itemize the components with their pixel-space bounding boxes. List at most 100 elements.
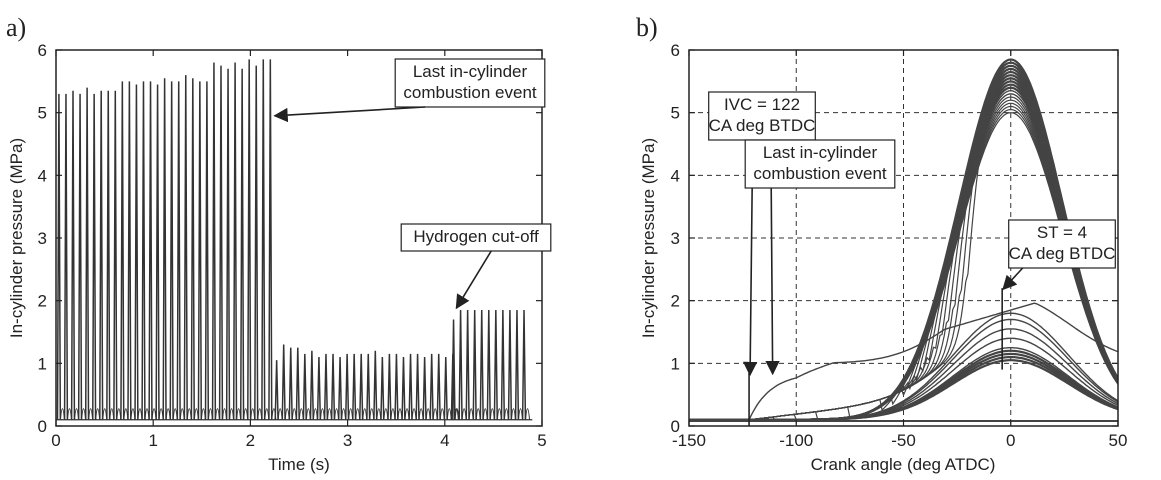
panel-a-firing-peak: [148, 81, 153, 420]
panel-a-annotation-hydrogen-cutoff-text: Hydrogen cut-off: [413, 227, 539, 246]
panel-a-firing-peak: [232, 62, 238, 420]
panel-a-firing-peak: [127, 81, 132, 420]
panel-a-ticks: 0 1 2 3 4 5 0 1 2 3 4 5 6: [38, 41, 547, 450]
panel-a-annotations: Last in-cylinder combustion event Hydrogen…: [273, 58, 552, 310]
panel-a-y-axis-label: In-cylinder pressure (MPa): [7, 138, 26, 338]
panel-a-firing-peak: [183, 75, 188, 420]
panel-a-y-tick-label: 2: [38, 292, 47, 311]
panel-b-annotation-last-event-text: Last in-cylinder: [763, 143, 878, 162]
panel-b-annotation-ivc-text: CA deg BTDC: [709, 116, 816, 135]
panel-a-motoring-peak: [352, 353, 357, 420]
panel-b-arrow-last-event: [765, 187, 780, 376]
panel-b-x-tick-label: -150: [672, 431, 706, 450]
panel-a-motoring-peak: [380, 357, 385, 420]
panel-a-motoring-peak-gas-exchange: [291, 408, 297, 420]
panel-b-y-tick-label: 1: [671, 354, 680, 373]
panel-a-firing-peak: [106, 90, 111, 420]
panel-a-series: [56, 59, 533, 421]
panel-b-x-tick-label: -100: [779, 431, 813, 450]
panel-a-cutoff-peak: [465, 310, 470, 420]
panel-a-y-tick-label: 1: [38, 354, 47, 373]
panel-b-y-tick-label: 2: [671, 292, 680, 311]
panel-a-motoring-peak-gas-exchange: [284, 408, 290, 420]
panel-a-y-tick-label: 4: [38, 166, 47, 185]
panel-a-firing-peak: [141, 81, 146, 420]
panel-b-transition-curve: [731, 77, 1118, 421]
panel-b-x-tick-label: -50: [891, 431, 916, 450]
panel-b-y-tick-label: 5: [671, 104, 680, 123]
panel-a-motoring-peak: [436, 353, 441, 420]
panel-a-firing-peak: [162, 78, 167, 420]
panel-a-firing-peak: [218, 65, 224, 420]
panel-a-motoring-peak: [288, 347, 293, 420]
panel-b-annotation-ivc-text: IVC = 122: [724, 95, 800, 114]
panel-a-motoring-peak-gas-exchange: [376, 408, 382, 420]
panel-a-motoring-peak-gas-exchange: [298, 408, 304, 420]
panel-b-ticks: -150 -100 -50 0 50 0 1 2 3 4 5 6: [671, 41, 1128, 450]
panel-b-arrow-st: [1002, 267, 1024, 291]
panel-a-motoring-peak-gas-exchange: [348, 408, 354, 420]
panel-a-motoring-peak-gas-exchange: [319, 408, 325, 420]
panel-a-motoring-peak-gas-exchange: [362, 408, 368, 420]
panel-a-firing-peak: [254, 65, 259, 420]
panel-a-firing-peak: [169, 81, 174, 420]
panel-a-firing-peak: [120, 81, 125, 420]
panel-b-firing-curve: [689, 58, 1118, 421]
panel-a-cutoff-peak: [486, 310, 491, 420]
panel-a-motoring-peak-gas-exchange: [326, 408, 332, 420]
panel-a-motoring-peak-gas-exchange: [305, 408, 311, 420]
panel-a-firing-peak: [211, 62, 217, 420]
panel-b: b) -150 -100 -50 0 50 0 1 2 3 4 5 6 Crank angle (de…: [636, 13, 1127, 474]
panel-a-motoring-peak: [281, 344, 286, 420]
panel-b-annotation-st-box: [1008, 219, 1116, 269]
panel-a-x-tick-label: 3: [343, 431, 352, 450]
panel-a-cutoff-peak: [507, 310, 513, 420]
panel-a-annotation-last-event-box: [394, 58, 546, 108]
panel-a-motoring-peak: [408, 353, 413, 420]
panel-b-x-tick-label: 50: [1109, 431, 1128, 450]
panel-a-motoring-peak: [309, 350, 315, 420]
panel-a-motoring-peak-gas-exchange: [425, 408, 431, 420]
panel-a-y-tick-label: 0: [38, 417, 47, 436]
panel-a-motoring-peak-gas-exchange: [341, 408, 347, 420]
panel-a-motoring-peak-gas-exchange: [411, 408, 417, 420]
panel-a-firing-peak: [247, 59, 252, 420]
panel-a-firing-peak: [268, 59, 273, 420]
panel-a-cutoff-peak: [500, 310, 506, 420]
panel-a-annotation-last-event-text: combustion event: [403, 83, 537, 102]
panel-a-motoring-peak-gas-exchange: [439, 408, 445, 420]
panel-a-motoring-peak: [415, 353, 420, 420]
panel-a-firing-peak: [113, 90, 118, 420]
panel-a-letter: a): [6, 13, 26, 42]
panel-a-motoring-peak: [401, 357, 406, 420]
panel-a-motoring-peak-gas-exchange: [277, 408, 283, 420]
panel-a-y-tick-label: 5: [38, 104, 47, 123]
panel-a-cutoff-peak: [514, 310, 520, 420]
panel-a-firing-peak: [56, 93, 62, 420]
panel-a-motoring-peak: [295, 347, 300, 420]
panel-a-firing-peak: [239, 68, 245, 420]
panel-a-cutoff-peak: [493, 310, 498, 420]
panel-a-firing-peak: [84, 87, 90, 420]
panel-a-firing-peak: [92, 93, 97, 420]
panel-b-x-axis-label: Crank angle (deg ATDC): [811, 455, 996, 474]
panel-a-motoring-peak-gas-exchange: [355, 408, 361, 420]
panel-b-annotation-last-event-box: [744, 139, 896, 189]
panel-a-motoring-peak: [387, 353, 392, 420]
panel-a-firing-peak: [155, 84, 160, 420]
panel-a-motoring-peak: [337, 357, 343, 420]
panel-a-motoring-peak: [373, 350, 378, 420]
panel-a-motoring-peak: [359, 353, 364, 420]
panel-b-y-tick-label: 4: [671, 166, 680, 185]
panel-a-motoring-peak: [323, 353, 329, 420]
panel-a-firing-peak: [190, 78, 195, 420]
panel-b-annotation-st-text: CA deg BTDC: [1009, 244, 1116, 263]
panel-a: a) 0 1 2 3 4 5 0 1 2 3 4 5 6 Time (s) In-cylinder pr…: [6, 13, 552, 474]
panel-a-x-tick-label: 0: [51, 431, 60, 450]
panel-b-letter: b): [636, 13, 658, 42]
panel-b-y-tick-label: 6: [671, 41, 680, 60]
panel-a-arrow-last-event: [273, 106, 426, 123]
panel-a-motoring-peak: [443, 357, 448, 420]
panel-a-motoring-peak-gas-exchange: [369, 408, 375, 420]
panel-a-x-axis-label: Time (s): [268, 455, 330, 474]
